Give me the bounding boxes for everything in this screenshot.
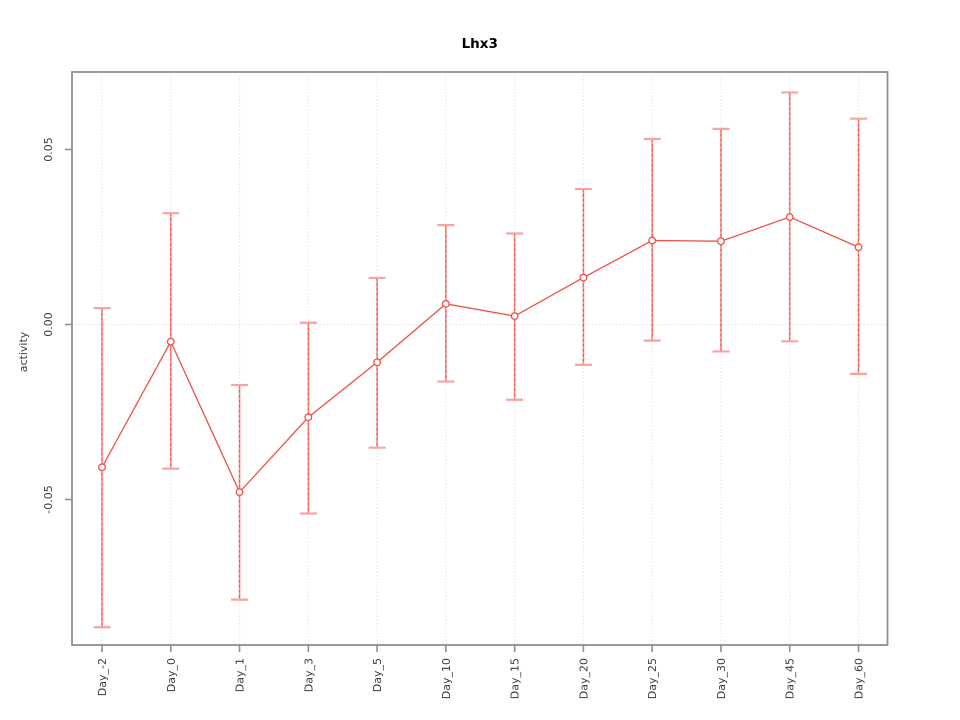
axes: 0.05 0.00 -0.05 Day_-2 Day_0 Day_1 Day_3 Day_5 D… [42, 71, 889, 699]
series-line [101, 216, 859, 494]
data-point [785, 213, 794, 221]
x-tick-label: Day_30 [715, 658, 728, 699]
x-tick-label: Day_60 [853, 658, 866, 699]
data-point [579, 273, 588, 282]
y-tick-label: -0.05 [42, 485, 55, 513]
chart-title: Lhx3 [462, 36, 498, 52]
x-tick-label: Day_0 [165, 658, 178, 692]
x-tick-label: Day_20 [577, 658, 590, 699]
data-series [93, 91, 868, 629]
data-point [717, 237, 725, 246]
x-tick-label: Day_45 [784, 658, 797, 699]
data-point [166, 337, 175, 346]
x-tick-label: Day_25 [646, 658, 659, 699]
data-point [648, 236, 657, 245]
y-tick-label: 0.05 [42, 137, 55, 162]
data-point [373, 358, 382, 367]
y-axis-label: activity [17, 331, 30, 372]
y-tick-label: 0.00 [42, 312, 55, 337]
data-point [304, 413, 313, 422]
x-tick-label: Day_-2 [96, 658, 109, 696]
data-point [854, 243, 863, 252]
x-tick-label: Day_15 [509, 658, 522, 699]
x-tick-label: Day_1 [234, 658, 247, 692]
data-point [235, 488, 244, 497]
x-tick-label: Day_5 [371, 658, 384, 692]
x-tick-label: Day_10 [440, 658, 453, 699]
data-point [510, 312, 519, 321]
plot-border [71, 71, 889, 646]
data-point [441, 299, 450, 308]
data-point [98, 463, 106, 472]
gridlines [72, 72, 888, 645]
x-tick-label: Day_3 [302, 658, 315, 692]
